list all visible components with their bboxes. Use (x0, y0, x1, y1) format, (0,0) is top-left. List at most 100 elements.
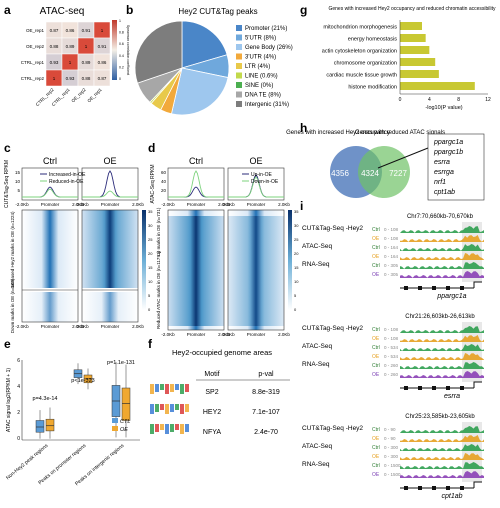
motif-logo-letter (165, 424, 169, 434)
heatmap-cell-value: 0.87 (98, 76, 107, 81)
pie-slice (181, 20, 228, 69)
pie-legend: Promoter (21%) 5'UTR (8%) Gene Body (26%) 3… (236, 25, 293, 108)
heatmap-cell-value: 0.87 (50, 28, 59, 33)
track-range-label: 0 - 300 (384, 454, 399, 459)
track-range-label: 0 - 300 (384, 445, 399, 450)
signal-track (400, 271, 484, 278)
x-axis-label: -log10(P value) (425, 105, 462, 111)
tss-arrow (473, 481, 482, 488)
y-tick-label: 6 (17, 358, 20, 364)
p-value-label: p<1e-323 (71, 378, 94, 384)
motif-logo-letter (185, 384, 189, 392)
signal-track (400, 362, 484, 369)
motif-logo-letter (175, 404, 179, 410)
x-tick-label: Promoter (187, 202, 206, 207)
p-value-label: p=4.3e-14 (33, 396, 58, 402)
locus-coordinate: Chr25:23,585kb-23,605kb (405, 414, 475, 420)
signal-track (400, 226, 484, 233)
profile-box (227, 167, 285, 201)
y-tick-label: 4 (17, 384, 20, 390)
motif-logo-letter (180, 384, 184, 394)
track-range-label: 0 - 90 (384, 427, 396, 432)
motif-name: HEY2 (203, 409, 221, 416)
y-tick-label: 20 (161, 188, 167, 193)
panel-b-title: Hey2 CUT&Tag peaks (178, 7, 257, 16)
motif-logo-letter (170, 384, 174, 392)
colorbar-tick: 0.6 (119, 42, 124, 46)
motif-pvalue: 8.8e-319 (252, 389, 280, 396)
x-tick-label: Promoter (247, 332, 266, 337)
x-tick-label: -2.0Kb (221, 332, 235, 337)
legend-swatch (236, 53, 242, 60)
track-condition-label: OE (372, 272, 380, 278)
legend-label: CTL (120, 419, 130, 425)
x-tick-label: Non-Hey2 peak regions (5, 443, 49, 482)
profile-box (167, 167, 225, 201)
panel-f-title: Hey2-occupied genome areas (172, 348, 272, 357)
motif-logo-letter (155, 404, 159, 412)
colorbar-tick: 20 (148, 251, 153, 256)
y-tick-label: 60 (161, 170, 167, 175)
legend-swatch-oe (112, 426, 118, 431)
track-range-label: 0 - 90 (384, 436, 396, 441)
motif-logo-letter (175, 424, 179, 430)
track-condition-label: Ctrl (372, 445, 380, 451)
pie-slice (170, 67, 229, 116)
x-tick-label: 4 (428, 97, 431, 103)
profile-line-up (82, 170, 138, 198)
heatmap-frame (167, 209, 225, 331)
heatmap-colorbar (142, 210, 146, 310)
track-group-label: CUT&Tag-Seq -Hey2 (302, 425, 363, 432)
track-range-label: 0 - 305 (384, 272, 399, 277)
signal-track (400, 371, 484, 378)
heatmap-cell-value: 1 (85, 44, 88, 49)
motif-logo-letter (180, 424, 184, 434)
motif-pvalue: 2.4e-70 (254, 429, 278, 436)
track-group-label: CUT&Tag-Seq -Hey2 (302, 325, 363, 332)
gene-exon (460, 386, 464, 390)
signal-track (400, 453, 484, 460)
profile-box (81, 167, 139, 201)
colorbar-tick: 30 (148, 223, 153, 228)
track-group-label: RNA-Seq (302, 461, 330, 468)
colorbar-tick: 15 (148, 265, 153, 270)
signal-track (400, 426, 484, 433)
track-condition-label: Ctrl (372, 227, 380, 233)
legend-label: Gene Body (26%) (245, 45, 293, 51)
signal-heatmap (22, 210, 78, 288)
heatmap-cell-value: 0.86 (98, 60, 107, 65)
legend-label: LTR (4%) (245, 64, 270, 70)
legend-label: Promoter (21%) (245, 26, 287, 32)
legend-label: Down-in-OE (251, 179, 279, 185)
profile-line-down (82, 190, 138, 198)
heatmap-cell-value: 1 (69, 60, 72, 65)
venn-count-overlap: 4324 (361, 169, 379, 178)
colorbar-tick: 10 (294, 279, 299, 284)
boxplot-panel: 6 4 2 0 ATAC signal log2(RPKM + 1) p=4.3e-14 p… (5, 358, 140, 487)
track-condition-label: OE (372, 436, 380, 442)
signal-track (400, 444, 484, 451)
heatmap-frame (227, 209, 285, 331)
pie-chart (134, 20, 230, 116)
legend-label: DNA TE (8%) (245, 93, 281, 99)
motif-logo-letter (165, 404, 169, 414)
table-header: p-val (258, 371, 274, 378)
x-tick-label: 8 (457, 97, 460, 103)
track-group-label: ATAC-Seq (302, 343, 332, 350)
legend-swatch-ctl (112, 418, 118, 423)
panel-letter-c: c (4, 141, 11, 155)
motif-name: SP2 (205, 389, 218, 396)
signal-heatmap-lower (22, 292, 78, 322)
go-term-label: energy homeostasis (348, 37, 397, 43)
track-condition-label: Ctrl (372, 363, 380, 369)
gene-name: cpt1ab (434, 189, 455, 196)
venn-count-left: 4356 (331, 169, 349, 178)
signal-track (400, 435, 484, 442)
gene-exon (432, 486, 436, 490)
gene-exon (418, 286, 422, 290)
signal-track (400, 462, 484, 469)
genome-tracks: Chr7:70,660kb-70,670kb CUT&Tag-Seq -Hey2 A… (302, 214, 484, 500)
legend-swatch (236, 63, 242, 69)
gene-name: esrra (434, 159, 450, 166)
gene-list-box (427, 133, 485, 201)
